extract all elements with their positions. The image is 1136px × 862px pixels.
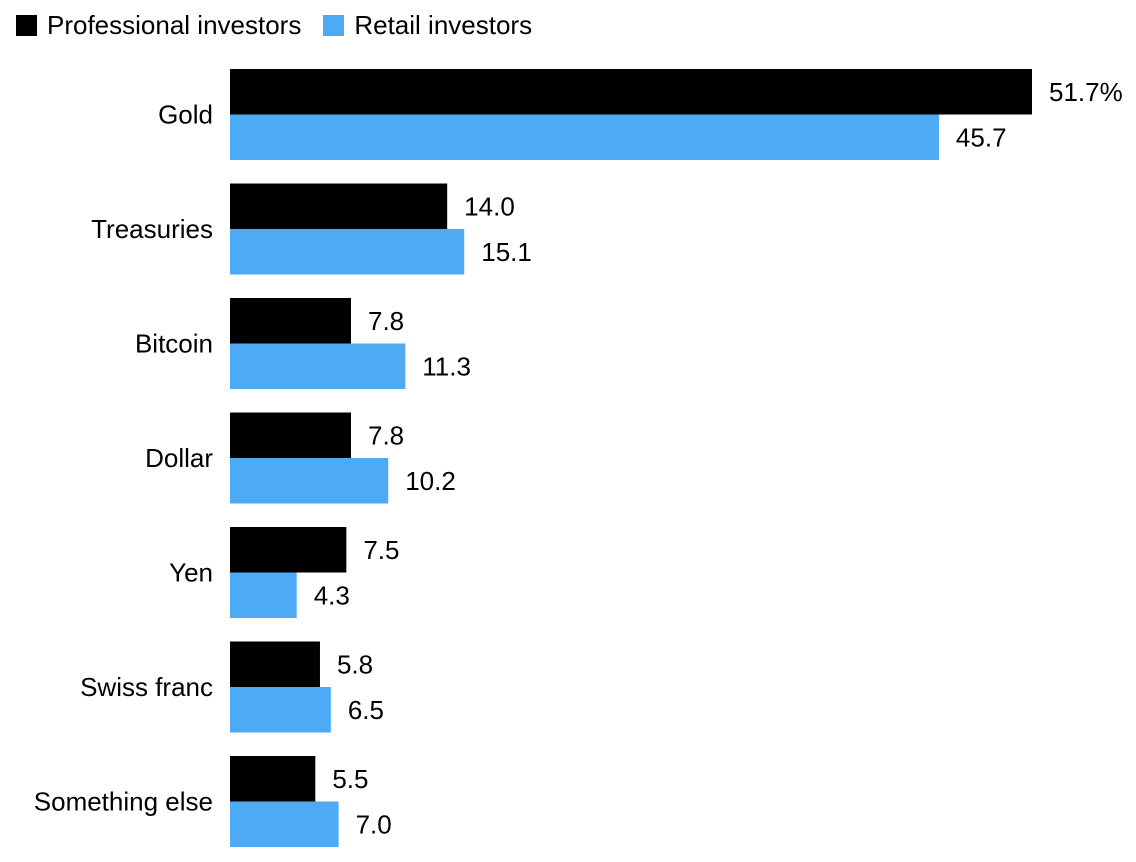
value-label-professional: 7.5 — [363, 535, 399, 565]
category-label: Yen — [169, 558, 213, 588]
value-label-retail: 11.3 — [422, 351, 471, 381]
bar-retail — [230, 114, 939, 160]
bar-retail — [230, 572, 297, 618]
value-label-professional: 5.8 — [337, 649, 373, 679]
value-label-professional: 7.8 — [368, 306, 404, 336]
legend-swatch-professional — [16, 14, 37, 36]
value-label-retail: 7.0 — [356, 809, 392, 839]
value-label-professional: 51.7% — [1049, 77, 1123, 107]
value-label-retail: 15.1 — [481, 237, 532, 267]
value-label-professional: 5.5 — [332, 764, 368, 794]
value-label-retail: 4.3 — [314, 580, 350, 610]
category-label: Dollar — [145, 443, 213, 473]
bar-retail — [230, 801, 339, 847]
bar-retail — [230, 687, 331, 733]
bar-professional — [230, 756, 316, 802]
bar-professional — [230, 298, 351, 344]
category-label: Something else — [34, 787, 213, 817]
bar-retail — [230, 229, 465, 275]
bar-retail — [230, 343, 406, 389]
value-label-professional: 14.0 — [464, 191, 515, 221]
chart-legend: Professional investors Retail investors — [16, 8, 554, 42]
bar-professional — [230, 641, 320, 687]
category-label: Swiss franc — [80, 672, 213, 702]
legend-label-professional: Professional investors — [47, 9, 302, 40]
category-label: Gold — [158, 100, 213, 130]
legend-swatch-retail — [323, 14, 345, 36]
value-label-retail: 6.5 — [348, 695, 384, 725]
value-label-retail: 45.7 — [956, 122, 1007, 152]
category-label: Treasuries — [91, 214, 213, 244]
legend-item-professional: Professional investors — [16, 10, 301, 41]
legend-label-retail: Retail investors — [354, 9, 533, 40]
legend-item-retail: Retail investors — [323, 10, 532, 41]
bar-professional — [230, 527, 347, 573]
bar-professional — [230, 69, 1032, 115]
category-label: Bitcoin — [135, 329, 213, 359]
value-label-professional: 7.8 — [368, 420, 404, 450]
value-label-retail: 10.2 — [405, 466, 456, 496]
bar-professional — [230, 183, 448, 229]
bar-professional — [230, 412, 351, 458]
bar-retail — [230, 458, 389, 504]
